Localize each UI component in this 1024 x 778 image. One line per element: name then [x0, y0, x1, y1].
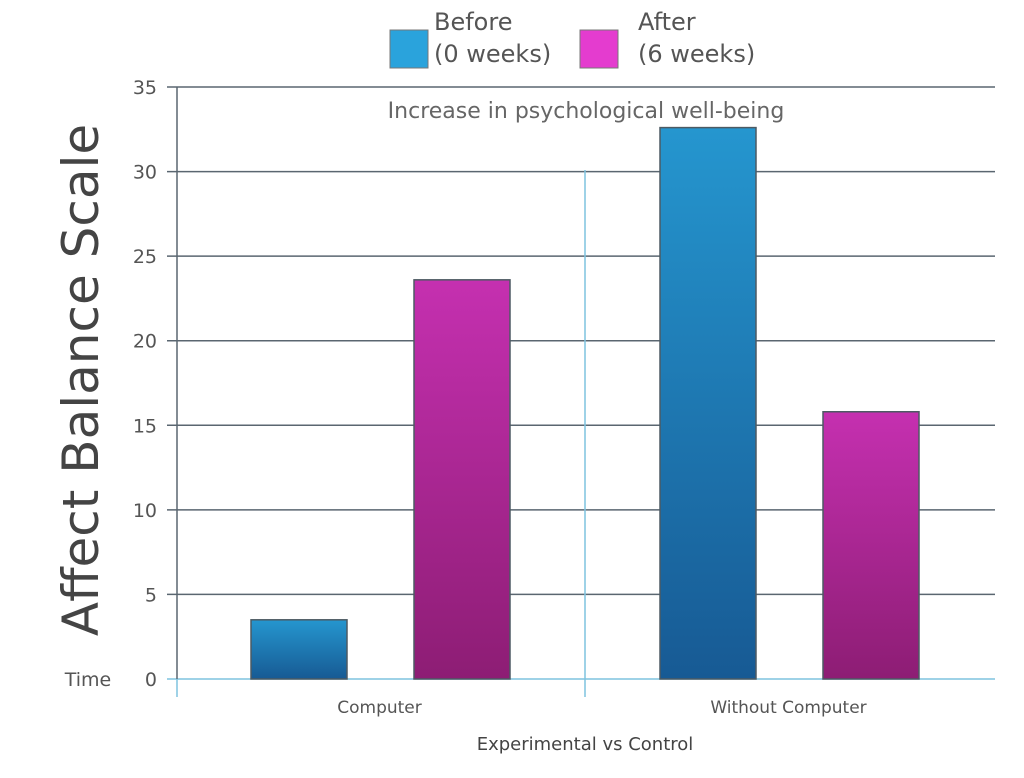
legend-label-1: After (6 weeks): [638, 8, 755, 68]
y-tick-label: 30: [133, 162, 157, 184]
y-tick-label: 20: [133, 331, 157, 353]
bar-after-1: [822, 411, 920, 680]
y-tick-label: 0: [145, 669, 157, 691]
annotation: Increase in psychological well-being: [388, 99, 785, 124]
y-tick-label: 25: [133, 246, 157, 268]
time-label: Time: [64, 669, 112, 691]
y-tick-label: 5: [145, 584, 157, 606]
y-tick-label: 15: [133, 415, 157, 437]
legend-label-line: (0 weeks): [434, 40, 551, 68]
y-tick-label: 10: [133, 500, 157, 522]
legend-swatch-1: [579, 29, 619, 69]
legend-label-line: (6 weeks): [638, 40, 755, 68]
legend-label-line: After: [638, 8, 696, 36]
y-axis-title: Affect Balance Scale: [52, 124, 110, 636]
bar-after-0: [413, 279, 511, 680]
bar-before-1: [659, 126, 757, 680]
x-tick-label: Without Computer: [710, 698, 866, 718]
x-tick-label: Computer: [337, 698, 422, 718]
bar-before-0: [250, 619, 348, 680]
legend-label-line: Before: [434, 8, 512, 36]
x-axis-title: Experimental vs Control: [477, 734, 694, 755]
legend-label-0: Before (0 weeks): [434, 8, 551, 68]
legend-swatch-0: [389, 29, 429, 69]
y-tick-label: 35: [133, 77, 157, 99]
